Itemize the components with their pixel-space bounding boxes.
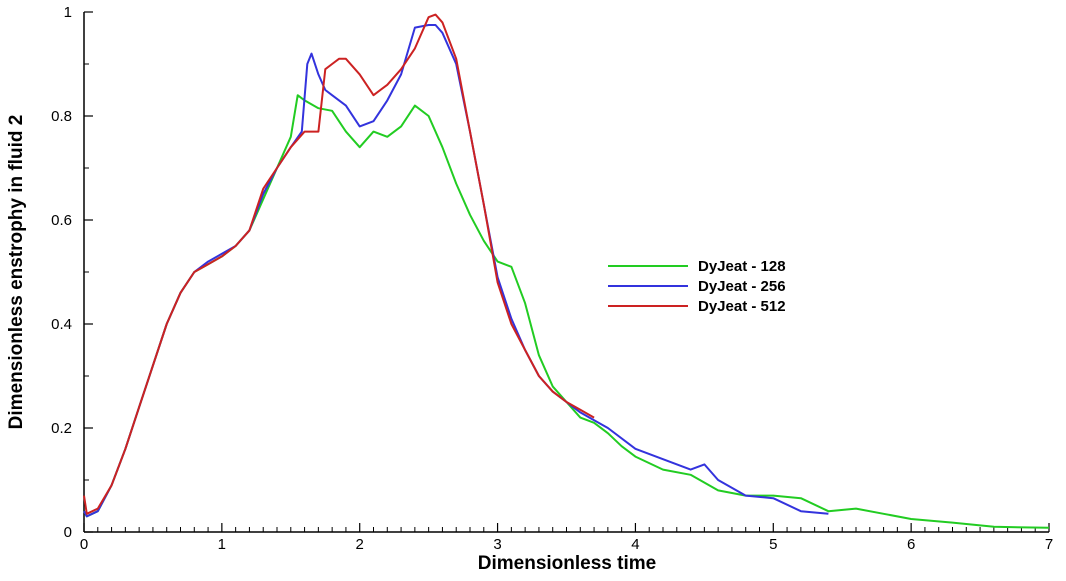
series-line-dyjeat-128 [84,95,1049,528]
line-chart: 01234567 00.20.40.60.81 DyJeat - 128DyJe… [0,0,1066,576]
y-axis-ticks: 0 0.2 0.4 0.6 0.8 1 [51,4,93,541]
chart-root: 01234567 0 0.2 0.4 0.6 0.8 1 DyJeat - 128 DyJe… [0,0,1066,576]
plot-frame [84,12,1049,532]
x-tick-label: 3 [493,536,501,553]
x-tick-label: 7 [1045,536,1053,553]
x-tick-label: 6 [907,536,915,553]
y-tick-label: 0.2 [51,420,72,437]
legend: DyJeat - 128 DyJeat - 256 DyJeat - 512 [608,258,786,315]
x-axis-ticks: 0 1 2 3 4 5 6 7 [80,523,1053,553]
y-axis-label: Dimensionless enstrophy in fluid 2 [6,115,27,430]
series-line-dyjeat-512 [84,15,594,514]
x-tick-label: 2 [356,536,364,553]
x-axis-label: Dimensionless time [478,553,656,574]
legend-label: DyJeat - 256 [698,278,786,295]
series-lines [84,15,1049,528]
y-tick-label: 0.4 [51,316,72,333]
x-tick-label: 5 [769,536,777,553]
legend-label: DyJeat - 512 [698,298,786,315]
y-tick-label: 0.8 [51,108,72,125]
legend-label: DyJeat - 128 [698,258,786,275]
x-tick-label: 1 [218,536,226,553]
x-tick-label: 0 [80,536,88,553]
x-tick-label: 4 [631,536,639,553]
y-tick-label: 0 [64,524,72,541]
y-tick-label: 1 [64,4,72,21]
y-tick-label: 0.6 [51,212,72,229]
